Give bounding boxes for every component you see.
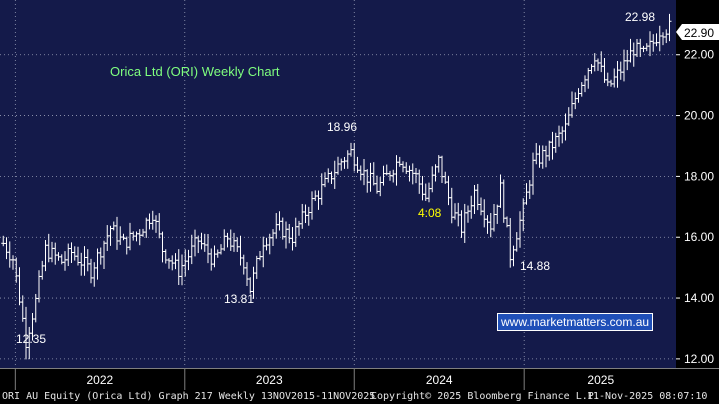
footer-timestamp: 11-Nov-2025 08:07:10 [587, 391, 708, 402]
time-label: 4:08 [418, 206, 442, 220]
last-price-label: 22.90 [684, 26, 714, 40]
price-tick-label: 22.00 [684, 48, 714, 62]
watermark-link[interactable]: www.marketmatters.com.au [497, 313, 654, 331]
price-axis-svg: 12.00 14.00 16.00 18.00 20.00 22.00 22.90 [676, 24, 719, 366]
price-tick-label: 20.00 [684, 109, 714, 123]
price-chart: Orica Ltd (ORI) Weekly Chart 12.35 13.81… [0, 0, 676, 368]
chart-title: Orica Ltd (ORI) Weekly Chart [110, 64, 280, 79]
footer-copyright: Copyright© 2025 Bloomberg Finance L.P. [371, 391, 600, 402]
price-tick-label: 12.00 [684, 352, 714, 366]
ohlc-bars [1, 13, 672, 360]
time-axis: 2022 2023 2024 2025 [0, 368, 719, 390]
label-high-2024: 18.96 [327, 120, 357, 134]
price-tick-label: 18.00 [684, 169, 714, 183]
grid [0, 0, 676, 368]
footer-bar: ORI AU Equity (Orica Ltd) Graph 217 Week… [0, 390, 719, 404]
year-label: 2023 [256, 373, 283, 387]
label-low-2023: 13.81 [224, 292, 254, 306]
year-label: 2024 [426, 373, 453, 387]
year-label: 2022 [86, 373, 113, 387]
footer-security: ORI AU Equity (Orica Ltd) Graph 217 Week… [2, 391, 376, 402]
label-high-2025: 22.98 [625, 10, 655, 24]
year-label: 2025 [587, 373, 614, 387]
label-low-2022: 12.35 [16, 332, 46, 346]
label-low-2024: 14.88 [520, 259, 550, 273]
price-axis: 12.00 14.00 16.00 18.00 20.00 22.00 22.90 [676, 0, 719, 368]
time-axis-svg: 2022 2023 2024 2025 [0, 368, 719, 390]
price-tick-label: 16.00 [684, 230, 714, 244]
price-tick-label: 14.00 [684, 291, 714, 305]
last-price-flag [676, 24, 719, 40]
chart-plot-area: Orica Ltd (ORI) Weekly Chart 12.35 13.81… [0, 0, 676, 368]
